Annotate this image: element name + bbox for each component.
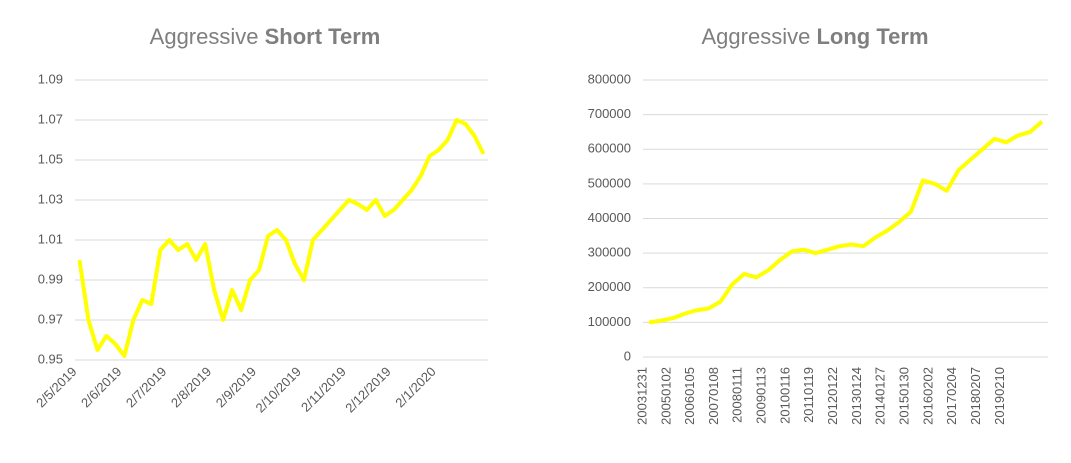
y-tick-label: 300000 (588, 245, 631, 260)
x-tick-label: 2/10/2019 (253, 364, 305, 416)
chart-title: Aggressive Short Term (150, 24, 381, 49)
x-tick-label: 20070108 (706, 367, 721, 425)
chart-title: Aggressive Long Term (702, 24, 929, 49)
x-tick-label: 2/7/2019 (123, 364, 169, 410)
x-tick-label: 20190210 (992, 367, 1007, 425)
y-tick-label: 400000 (588, 210, 631, 225)
y-tick-label: 1.01 (38, 231, 63, 246)
y-tick-label: 700000 (588, 106, 631, 121)
title-text: Aggressive (150, 24, 259, 49)
x-tick-label: 20060105 (682, 367, 697, 425)
x-tick-label: 2/5/2019 (33, 364, 79, 410)
data-line (648, 120, 1044, 325)
chart: Aggressive Short Term 0.95 0.97 0.99 1.01 1.0… (33, 24, 488, 416)
y-tick-label: 0.99 (38, 271, 63, 286)
x-tick-label: 2/6/2019 (78, 364, 124, 410)
x-tick-label: 20080111 (730, 367, 745, 423)
x-tick-label: 20170204 (944, 367, 959, 425)
x-tick-label: 20140127 (873, 367, 888, 425)
x-tick-label: 20090113 (754, 367, 769, 424)
x-tick-label: 20120122 (825, 367, 840, 425)
y-tick-label: 1.09 (38, 71, 63, 86)
x-tick-label: 2/8/2019 (168, 364, 214, 410)
x-tick-label: 20130124 (849, 367, 864, 425)
data-line (77, 118, 486, 358)
x-tick-label: 2/1/2020 (392, 364, 438, 410)
y-tick-label: 1.03 (38, 191, 63, 206)
y-tick-label: 200000 (588, 279, 631, 294)
title-text: Aggressive (702, 24, 811, 49)
x-tick-label: 20180207 (968, 367, 983, 425)
x-tick-label: 20100116 (777, 367, 792, 424)
y-tick-label: 800000 (588, 71, 631, 86)
y-tick-label: 0.95 (38, 351, 63, 366)
y-tick-label: 1.07 (38, 111, 63, 126)
x-tick-label: 2/9/2019 (213, 364, 259, 410)
x-tick-label: 2/11/2019 (298, 364, 349, 415)
y-tick-label: 1.05 (38, 151, 63, 166)
x-tick-label: 20160202 (920, 367, 935, 425)
x-tick-label: 20050102 (658, 367, 673, 425)
y-tick-label: 0.97 (38, 311, 63, 326)
y-tick-label: 100000 (588, 314, 631, 329)
title-emphasis: Short Term (265, 24, 381, 49)
y-tick-label: 600000 (588, 141, 631, 156)
x-tick-label: 20110119 (801, 367, 816, 423)
x-tick-label: 20031231 (634, 367, 649, 425)
title-emphasis: Long Term (816, 24, 928, 49)
y-tick-label: 500000 (588, 175, 631, 190)
y-tick-label: 0 (624, 348, 631, 363)
chart: Aggressive Long Term 0 100000 200000 300000 4… (588, 24, 1048, 425)
x-tick-label: 2/12/2019 (342, 364, 394, 416)
x-tick-label: 20150130 (896, 367, 911, 425)
